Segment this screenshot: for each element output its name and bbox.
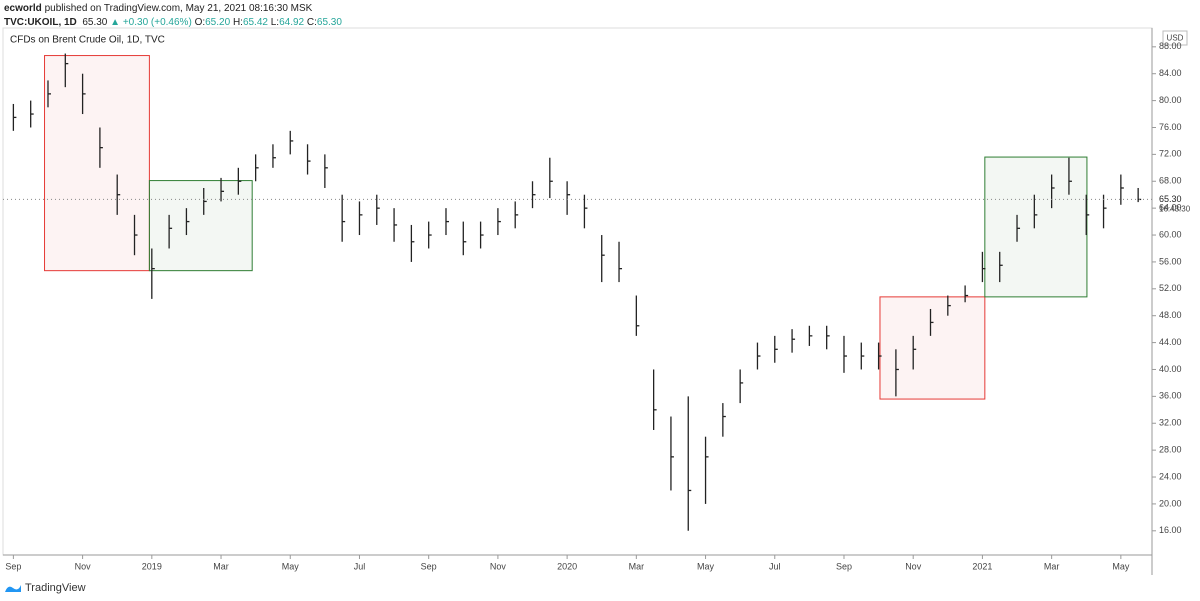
y-tick-label: 56.00 xyxy=(1159,256,1182,266)
quote-line: TVC:UKOIL, 1D 65.30 ▲ +0.30 (+0.46%) O:6… xyxy=(4,16,342,30)
last-price-label: 65.30 xyxy=(1159,194,1182,204)
symbol: TVC:UKOIL, 1D xyxy=(4,17,77,28)
y-tick-label: 64.00 xyxy=(1159,203,1182,213)
y-tick-label: 40.00 xyxy=(1159,364,1182,374)
x-tick-label: Jul xyxy=(354,561,366,571)
price: 65.30 xyxy=(82,17,108,28)
y-tick-label: 84.00 xyxy=(1159,68,1182,78)
y-tick-label: 48.00 xyxy=(1159,310,1182,320)
currency: USD xyxy=(1167,34,1184,43)
brand: TradingView xyxy=(25,582,86,594)
ohlc-label: C: xyxy=(306,17,317,28)
x-tick-label: Sep xyxy=(421,561,437,571)
y-tick-label: 80.00 xyxy=(1159,95,1182,105)
plot-frame xyxy=(2,27,1153,556)
header: ecworld published on TradingView.com, Ma… xyxy=(4,2,342,30)
x-tick-label: 2020 xyxy=(557,561,577,571)
y-tick-label: 44.00 xyxy=(1159,337,1182,347)
x-tick-label: May xyxy=(697,561,715,571)
x-tick-label: Nov xyxy=(75,561,92,571)
ohlc-label: H: xyxy=(232,17,243,28)
x-tick-label: Sep xyxy=(836,561,852,571)
countdown: 16:43:30 xyxy=(1159,205,1191,214)
x-tick-label: Nov xyxy=(905,561,922,571)
change: ▲ +0.30 (+0.46%) xyxy=(110,17,192,28)
x-tick-label: May xyxy=(1112,561,1130,571)
highlight-box xyxy=(44,55,150,272)
ohlc-label: L: xyxy=(270,17,280,28)
y-tick-label: 28.00 xyxy=(1159,445,1182,455)
x-tick-label: Nov xyxy=(490,561,507,571)
chart-title: CFDs on Brent Crude Oil, 1D, TVC xyxy=(10,35,165,46)
ohlc: O:65.20 H:65.42 L:64.92 C:65.30 xyxy=(195,17,342,28)
y-tick-label: 68.00 xyxy=(1159,176,1182,186)
highlight-box xyxy=(148,180,253,272)
y-tick-label: 32.00 xyxy=(1159,418,1182,428)
y-tick-label: 76.00 xyxy=(1159,122,1182,132)
author: ecworld xyxy=(4,3,42,14)
y-tick-label: 36.00 xyxy=(1159,391,1182,401)
y-tick-label: 72.00 xyxy=(1159,149,1182,159)
x-tick-label: May xyxy=(282,561,300,571)
ohlc-value: 65.42 xyxy=(242,17,268,28)
y-tick-label: 52.00 xyxy=(1159,283,1182,293)
currency-box xyxy=(1162,30,1188,46)
x-tick-label: Jul xyxy=(769,561,781,571)
highlight-box xyxy=(984,156,1088,298)
logo xyxy=(5,585,21,592)
y-tick-label: 60.00 xyxy=(1159,229,1182,239)
x-tick-label: Sep xyxy=(5,561,21,571)
published: published on TradingView.com, May 21, 20… xyxy=(44,3,313,14)
x-tick-label: 2021 xyxy=(972,561,992,571)
footer: TradingView xyxy=(4,582,86,594)
y-tick-label: 16.00 xyxy=(1159,525,1182,535)
y-tick-label: 24.00 xyxy=(1159,471,1182,481)
ohlc-label: O: xyxy=(194,17,206,28)
ohlc-value: 65.20 xyxy=(205,17,231,28)
x-tick-label: Mar xyxy=(629,561,645,571)
x-tick-label: 2019 xyxy=(142,561,162,571)
ohlc-value: 64.92 xyxy=(279,17,305,28)
chart: CFDs on Brent Crude Oil, 1D, TVC USD 16.… xyxy=(2,27,1191,575)
y-tick-label: 88.00 xyxy=(1159,41,1182,51)
ohlc-value: 65.30 xyxy=(316,17,342,28)
highlight-box xyxy=(879,296,986,400)
x-tick-label: Mar xyxy=(213,561,229,571)
x-tick-label: Mar xyxy=(1044,561,1060,571)
y-tick-label: 20.00 xyxy=(1159,498,1182,508)
publish-line: ecworld published on TradingView.com, Ma… xyxy=(4,2,342,16)
